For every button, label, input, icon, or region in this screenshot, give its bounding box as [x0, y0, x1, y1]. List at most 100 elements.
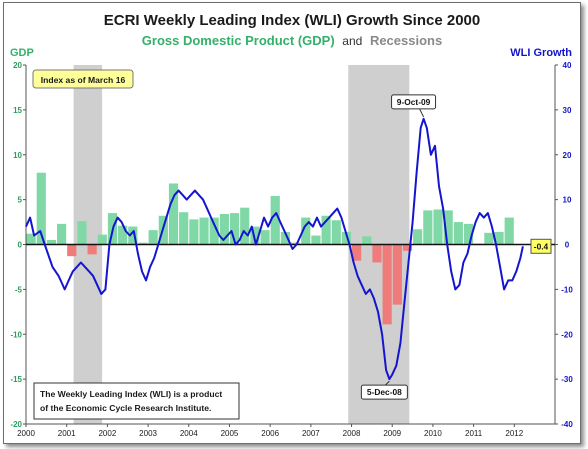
- gdp-bar-7: [97, 234, 107, 245]
- latest-value-text: -0.4: [534, 241, 549, 251]
- gdp-bar-11: [138, 242, 148, 245]
- note-line-1: The Weekly Leading Index (WLI) is a prod…: [40, 389, 222, 399]
- right-tick-label-0: 40: [563, 61, 572, 70]
- gdp-bar-34: [372, 244, 382, 263]
- gdp-bar-32: [352, 244, 362, 261]
- gdp-bar-33: [362, 236, 372, 245]
- x-tick-label-1: 2001: [58, 429, 76, 438]
- left-tick-label-0: 20: [13, 61, 22, 70]
- gdp-bar-31: [341, 231, 352, 245]
- left-tick-label-3: 5: [18, 196, 23, 205]
- gdp-bar-9: [118, 225, 128, 245]
- peak-callout-text: 9-Oct-09: [397, 97, 431, 107]
- gdp-bar-40: [433, 209, 443, 245]
- right-tick-label-1: 30: [563, 106, 572, 115]
- left-tick-label-7: -15: [10, 375, 22, 384]
- note-line-2: of the Economic Cycle Research Institute…: [40, 403, 211, 413]
- gdp-bar-10: [128, 226, 138, 245]
- left-tick-label-6: -10: [10, 330, 22, 339]
- gdp-bar-23: [260, 230, 270, 245]
- gdp-bar-27: [301, 217, 311, 245]
- right-tick-label-6: -20: [561, 330, 573, 339]
- gdp-bar-15: [179, 212, 189, 245]
- right-axis-label: WLI Growth: [510, 47, 572, 59]
- gdp-bar-3: [57, 223, 67, 245]
- gdp-bar-19: [219, 213, 229, 245]
- gdp-bar-45: [484, 232, 494, 245]
- left-tick-label-1: 15: [13, 106, 22, 115]
- gdp-bars: [26, 172, 514, 325]
- subtitle-recessions: Recessions: [370, 33, 442, 48]
- trough-callout-pointer: [385, 380, 390, 386]
- left-tick-label-8: -20: [10, 420, 22, 429]
- left-axis-label: GDP: [10, 47, 34, 59]
- right-tick-label-7: -30: [561, 375, 573, 384]
- gdp-bar-35: [382, 244, 392, 325]
- annotations: Index as of March 16 9-Oct-09 5-Dec-08 -0.4: [32, 69, 552, 400]
- trough-callout-box: [360, 384, 408, 400]
- trough-callout-text: 5-Dec-08: [367, 387, 402, 397]
- x-tick-label-6: 2006: [261, 429, 279, 438]
- gdp-bar-0: [26, 233, 36, 245]
- x-tick-label-2: 2002: [98, 429, 116, 438]
- left-tick-label-2: 10: [13, 151, 22, 160]
- peak-callout-pointer: [419, 108, 425, 118]
- gdp-bar-17: [199, 217, 209, 245]
- x-tick-label-3: 2003: [139, 429, 157, 438]
- gdp-bar-39: [423, 210, 433, 245]
- gdp-bar-24: [270, 196, 280, 245]
- right-tick-label-2: 20: [563, 151, 572, 160]
- subtitle-gdp: Gross Domestic Product (GDP): [142, 33, 335, 48]
- gdp-bar-12: [148, 230, 158, 245]
- chart-subtitle: Gross Domestic Product (GDP) and Recessi…: [142, 33, 442, 48]
- gdp-bar-22: [250, 226, 260, 245]
- gdp-bar-4: [67, 244, 77, 257]
- right-tick-label-4: 0: [565, 241, 570, 250]
- index-as-of-badge: Index as of March 16: [32, 69, 134, 89]
- latest-value-tag: -0.4: [530, 238, 552, 254]
- gdp-bar-37: [402, 244, 413, 251]
- gdp-bar-26: [291, 242, 301, 245]
- gdp-bar-20: [229, 213, 240, 245]
- gdp-bar-6: [87, 244, 97, 255]
- subtitle-and: and: [342, 34, 362, 48]
- chart-frame: ECRI Weekly Leading Index (WLI) Growth S…: [3, 2, 581, 444]
- gdp-bar-43: [463, 223, 474, 245]
- chart-title: ECRI Weekly Leading Index (WLI) Growth S…: [104, 12, 480, 29]
- gdp-bar-1: [36, 172, 46, 245]
- gdp-bar-42: [453, 222, 463, 245]
- gdp-bar-16: [189, 219, 199, 245]
- left-tick-label-4: 0: [18, 241, 23, 250]
- trough-callout: 5-Dec-08: [360, 380, 408, 400]
- right-tick-label-3: 10: [563, 196, 572, 205]
- gdp-bar-30: [331, 220, 341, 245]
- index-as-of-text: Index as of March 16: [41, 75, 126, 85]
- gdp-bar-28: [311, 235, 321, 245]
- x-tick-label-8: 2008: [343, 429, 361, 438]
- gdp-bar-25: [280, 231, 290, 245]
- left-tick-label-5: -5: [15, 285, 23, 294]
- gdp-bar-47: [504, 217, 514, 245]
- gdp-bar-18: [209, 217, 219, 245]
- right-tick-label-5: -10: [561, 285, 573, 294]
- x-tick-label-12: 2012: [505, 429, 523, 438]
- axes: 20 15 10 5 0 -5 -10 -15 -20 40 30 20 10 0 -10 -20 -30 -40…: [10, 61, 573, 438]
- gdp-bar-2: [46, 240, 57, 245]
- gdp-bar-29: [321, 215, 331, 245]
- x-tick-label-7: 2007: [302, 429, 320, 438]
- right-tick-label-8: -40: [561, 420, 573, 429]
- gdp-bar-46: [494, 231, 504, 245]
- index-as-of-box: [32, 69, 134, 89]
- peak-callout: 9-Oct-09: [391, 94, 437, 118]
- wli-gdp-chart: ECRI Weekly Leading Index (WLI) Growth S…: [10, 12, 573, 438]
- gdp-bar-14: [168, 183, 179, 245]
- latest-value-box: [530, 238, 552, 254]
- note-box: The Weekly Leading Index (WLI) is a prod…: [33, 382, 240, 420]
- x-tick-label-5: 2005: [221, 429, 239, 438]
- x-tick-label-11: 2011: [465, 429, 483, 438]
- x-tick-label-0: 2000: [17, 429, 35, 438]
- wli-growth-line: [25, 117, 524, 381]
- wli-line: [25, 117, 524, 381]
- x-tick-label-9: 2009: [383, 429, 401, 438]
- gdp-bar-36: [392, 244, 402, 305]
